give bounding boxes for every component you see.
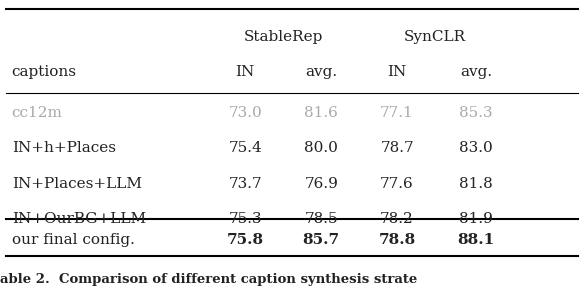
- Text: able 2.  Comparison of different caption synthesis strate: able 2. Comparison of different caption …: [0, 273, 417, 286]
- Text: 78.8: 78.8: [378, 233, 416, 247]
- Text: 81.6: 81.6: [304, 106, 338, 120]
- Text: IN: IN: [236, 65, 255, 79]
- Text: IN: IN: [388, 65, 406, 79]
- Text: 77.1: 77.1: [380, 106, 414, 120]
- Text: IN+OurBG+LLM: IN+OurBG+LLM: [12, 212, 146, 226]
- Text: 85.7: 85.7: [303, 233, 340, 247]
- Text: avg.: avg.: [460, 65, 492, 79]
- Text: our final config.: our final config.: [12, 233, 134, 247]
- Text: captions: captions: [12, 65, 77, 79]
- Text: 76.9: 76.9: [304, 177, 338, 191]
- Text: 73.7: 73.7: [228, 177, 262, 191]
- Text: IN+Places+LLM: IN+Places+LLM: [12, 177, 142, 191]
- Text: avg.: avg.: [305, 65, 338, 79]
- Text: 78.7: 78.7: [380, 141, 414, 156]
- Text: 80.0: 80.0: [304, 141, 338, 156]
- Text: 75.4: 75.4: [228, 141, 262, 156]
- Text: 81.9: 81.9: [459, 212, 493, 226]
- Text: 75.8: 75.8: [227, 233, 264, 247]
- Text: 77.6: 77.6: [380, 177, 414, 191]
- Text: 81.8: 81.8: [459, 177, 493, 191]
- Text: StableRep: StableRep: [244, 30, 323, 44]
- Text: 85.3: 85.3: [459, 106, 493, 120]
- Text: SynCLR: SynCLR: [404, 30, 466, 44]
- Text: 75.3: 75.3: [228, 212, 262, 226]
- Text: 73.0: 73.0: [228, 106, 262, 120]
- Text: IN+h+Places: IN+h+Places: [12, 141, 116, 156]
- Text: 78.2: 78.2: [380, 212, 414, 226]
- Text: 83.0: 83.0: [459, 141, 493, 156]
- Text: 88.1: 88.1: [457, 233, 495, 247]
- Text: cc12m: cc12m: [12, 106, 62, 120]
- Text: 78.5: 78.5: [304, 212, 338, 226]
